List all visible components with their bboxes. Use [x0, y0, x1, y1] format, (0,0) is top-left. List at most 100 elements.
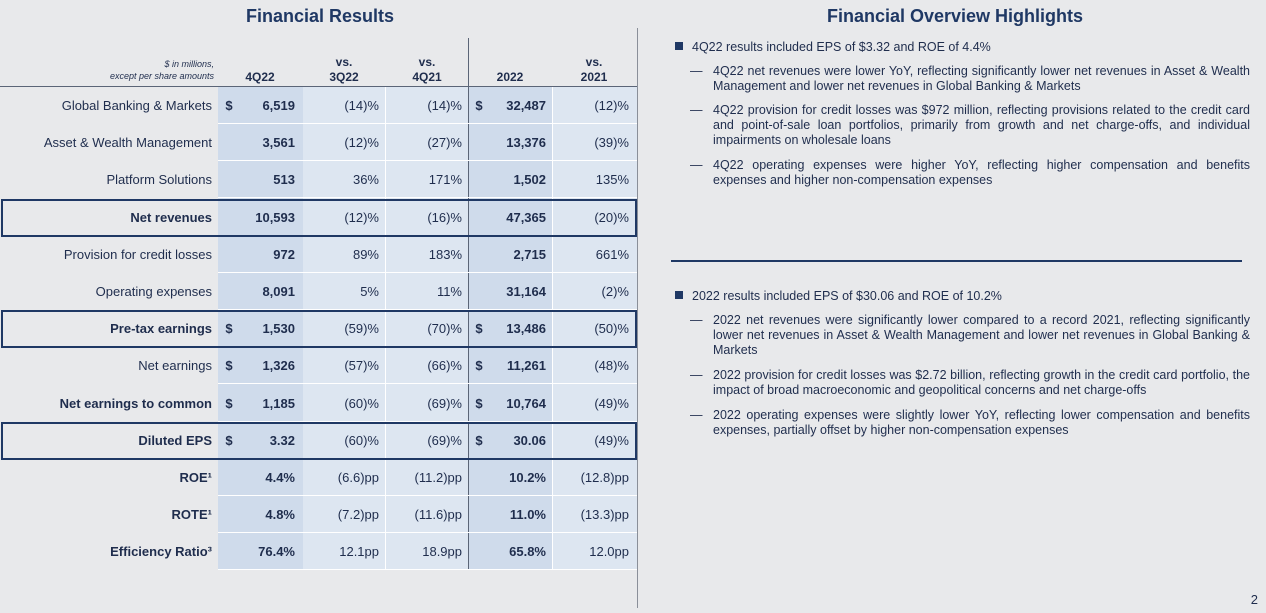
table-row: Provision for credit losses 972 89% 183% 2,7…: [0, 236, 637, 273]
currency-symbol: [473, 124, 485, 161]
cell-value: (66)%: [427, 358, 462, 374]
dash-icon: —: [690, 103, 703, 117]
table-row: Net earnings to common $1,185 (60)% (69)% $1…: [0, 385, 637, 422]
cell-value: 1,530: [262, 321, 295, 337]
cell-value: (14)%: [427, 98, 462, 113]
cell-value: 10.2%: [509, 470, 546, 485]
sub-bullet-text: 2022 operating expenses were slightly lo…: [713, 408, 1250, 437]
cell-value: 4.4%: [265, 470, 295, 485]
row-label: Efficiency Ratio³: [110, 544, 212, 560]
currency-symbol: [223, 236, 235, 273]
cell-value: 31,164: [506, 284, 546, 299]
cell-value: (12)%: [594, 98, 629, 113]
cell-value: (60)%: [344, 432, 379, 448]
cell-value: 65.8%: [509, 544, 546, 560]
cell-value: (48)%: [594, 358, 629, 374]
highlight-sub-bullet: — 4Q22 operating expenses were higher YoY…: [690, 158, 1250, 188]
currency-symbol: $: [225, 432, 233, 448]
cell-value: (16)%: [427, 209, 462, 225]
cell-value: 1,185: [262, 395, 295, 411]
currency-symbol: [223, 533, 235, 570]
cell-value: 3.32: [269, 432, 295, 448]
column-header-top: vs.: [418, 55, 436, 69]
col-vs-2021-bg: [552, 87, 637, 570]
row-label: Diluted EPS: [138, 432, 212, 448]
cell-value: (39)%: [594, 135, 629, 151]
table-row: Efficiency Ratio³ 76.4% 12.1pp 18.9pp 65.8% 1…: [0, 533, 637, 571]
table-row: ROTE¹ 4.8% (7.2)pp (11.6)pp 11.0% (13.3)pp: [0, 496, 637, 534]
sub-bullet-text: 2022 provision for credit losses was $2.…: [713, 368, 1250, 397]
col-2022-bg: [468, 87, 552, 570]
cell-value: 1,326: [262, 358, 295, 374]
sub-bullet-text: 4Q22 provision for credit losses was $97…: [713, 103, 1250, 147]
currency-symbol: [223, 161, 235, 198]
currency-symbol: $: [475, 395, 483, 411]
dash-icon: —: [690, 64, 703, 78]
cell-value: 11%: [436, 284, 462, 299]
cell-value: (11.6)pp: [414, 507, 462, 523]
column-header-top: vs.: [335, 55, 353, 69]
cell-value: 11,261: [506, 358, 546, 374]
cell-value: (27)%: [427, 135, 462, 151]
cell-value: 47,365: [506, 209, 546, 225]
cell-value: 11.0%: [509, 507, 546, 523]
column-header-top: vs.: [585, 55, 603, 69]
table-row: Diluted EPS $3.32 (60)% (69)% $30.06 (49)%: [0, 422, 637, 459]
currency-symbol: [223, 459, 235, 496]
table-row: Platform Solutions 513 36% 171% 1,502 135%: [0, 161, 637, 199]
highlight-bullet: 4Q22 results included EPS of $3.32 and R…: [675, 40, 991, 54]
currency-symbol: [473, 533, 485, 570]
table-row: Net earnings $1,326 (57)% (66)% $11,261 (48)%: [0, 347, 637, 385]
highlight-sub-bullet: — 2022 operating expenses were slightly l…: [690, 408, 1250, 438]
table-row: Net revenues 10,593 (12)% (16)% 47,365 (20)%: [0, 199, 637, 236]
cell-value: 6,519: [262, 98, 295, 113]
financial-results-title: Financial Results: [245, 6, 395, 26]
cell-value: (70)%: [427, 321, 462, 337]
cell-value: 183%: [428, 246, 462, 262]
highlight-bullet-text: 4Q22 results included EPS of $3.32 and R…: [692, 40, 991, 54]
row-separator: [218, 495, 637, 496]
units-note-line1: $ in millions,: [164, 59, 214, 69]
currency-symbol: $: [225, 358, 233, 374]
cell-value: 32,487: [506, 98, 546, 113]
currency-symbol: [473, 161, 485, 198]
row-label: Asset & Wealth Management: [43, 135, 212, 151]
row-label: Net earnings: [138, 358, 212, 374]
page-number: 2: [1250, 592, 1258, 607]
cell-value: (13.3)pp: [580, 507, 629, 523]
year-separator: [468, 38, 469, 570]
cell-value: (49)%: [594, 395, 629, 411]
column-header: 3Q22: [329, 70, 359, 84]
table-row: Global Banking & Markets $6,519 (14)% (14)%…: [0, 87, 637, 124]
cell-value: (59)%: [344, 321, 379, 337]
table-row: Asset & Wealth Management 3,561 (12)% (27)%…: [0, 124, 637, 162]
currency-symbol: $: [475, 98, 483, 113]
cell-value: (7.2)pp: [337, 507, 379, 523]
row-label: Pre-tax earnings: [110, 321, 212, 337]
currency-symbol: $: [475, 321, 483, 337]
cell-value: (12)%: [344, 135, 379, 151]
col-4q22-bg: [218, 87, 303, 570]
column-header: 2022: [496, 70, 524, 84]
row-label: Global Banking & Markets: [61, 98, 212, 113]
row-separator: [218, 123, 637, 124]
cell-value: (49)%: [594, 432, 629, 448]
cell-value: (57)%: [344, 358, 379, 374]
currency-symbol: $: [225, 98, 233, 113]
page-divider: [637, 28, 638, 608]
cell-value: 135%: [595, 172, 629, 188]
highlight-bullet: 2022 results included EPS of $30.06 and …: [675, 289, 1002, 303]
cell-value: 171%: [428, 172, 462, 188]
row-label: ROTE¹: [171, 507, 212, 523]
cell-value: 513: [273, 172, 295, 188]
dash-icon: —: [690, 158, 703, 172]
currency-symbol: [223, 273, 235, 310]
row-label: Provision for credit losses: [63, 246, 212, 262]
dash-icon: —: [690, 408, 703, 422]
sub-bullet-text: 2022 net revenues were significantly low…: [713, 313, 1250, 357]
section-rule: [671, 260, 1242, 262]
column-header: 4Q22: [245, 70, 275, 84]
highlight-box: [1, 198, 637, 237]
row-separator: [218, 160, 637, 162]
cell-value: (11.2)pp: [414, 470, 462, 485]
